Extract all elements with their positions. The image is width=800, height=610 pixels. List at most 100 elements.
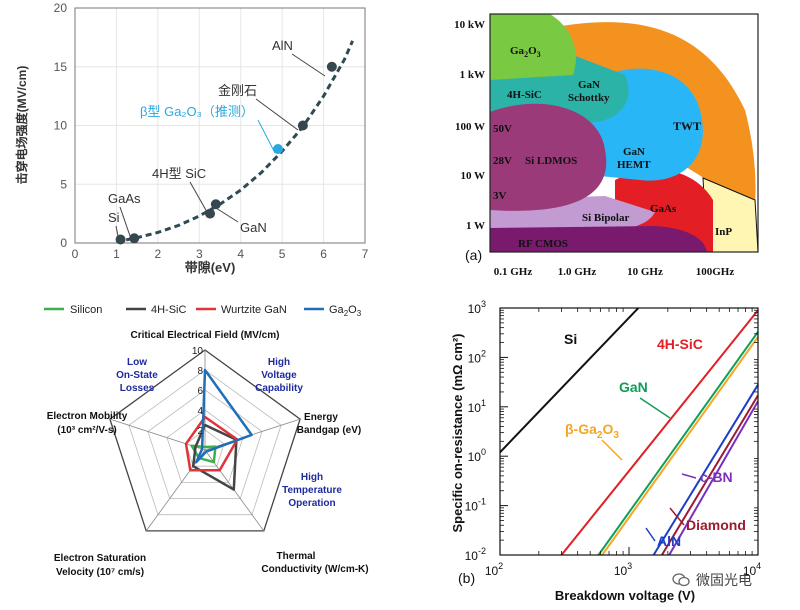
x-label-1ghz: 1.0 GHz: [558, 266, 597, 278]
x-tick-label: 104: [743, 561, 761, 578]
radar-ring: [185, 429, 225, 467]
arrow-aln: [645, 527, 656, 542]
gan-schottky-label-1: GaN: [578, 79, 600, 91]
v28-label: 28V: [493, 155, 512, 167]
panel-label-b: (b): [458, 570, 475, 586]
leader-4h-sic: [189, 181, 208, 213]
axis-label-critical-field: Critical Electrical Field (MV/cm): [131, 330, 280, 341]
power-frequency-map: Ga2O3 4H-SiC GaN Schottky TWT 50V 28V Si…: [455, 0, 800, 290]
x-axis-title: 带隙(eV): [185, 260, 236, 275]
radar-scale-label: 2: [197, 426, 203, 437]
annot-low-losses-3: Losses: [120, 383, 155, 394]
radar-series-2: [184, 415, 239, 472]
axis-label-bandgap-2: Bandgap (eV): [297, 425, 361, 436]
panel-label-a: (a): [465, 247, 482, 263]
label-gaas: GaAs: [108, 191, 141, 206]
data-point: [297, 120, 308, 131]
legend-4h-sic: 4H-SiC: [151, 304, 187, 316]
arrow-cbn: [681, 473, 697, 479]
y-label-10w: 10 W: [460, 170, 485, 182]
x-tick-label: 3: [196, 247, 203, 261]
radar-spoke: [145, 449, 206, 532]
radar-scale-label: 10: [192, 346, 204, 357]
radar-scale-label: 6: [197, 386, 203, 397]
region-rf-cmos: [490, 226, 707, 252]
leader-aln: [291, 53, 326, 77]
radar-legend: Silicon 4H-SiC Wurtzite GaN Ga2O3: [44, 304, 362, 318]
legend-ga2o3: Ga2O3: [329, 304, 362, 318]
annot-high-temp-1: High: [301, 472, 323, 483]
region-ga2o3: [490, 14, 576, 80]
material-radar-chart: Silicon 4H-SiC Wurtzite GaN Ga2O3 2 4 6 8 10…: [0, 290, 410, 610]
label-ga2o3: β型 Ga₂O₃（推测）: [140, 104, 254, 119]
y-label-1kw: 1 kW: [460, 69, 485, 81]
radar-ring: [166, 409, 244, 483]
data-point: [129, 233, 140, 244]
y-label-100w: 100 W: [455, 121, 485, 133]
series-line-4: [652, 384, 759, 556]
wechat-icon: [672, 573, 690, 587]
annot-high-voltage-3: Capability: [255, 383, 303, 394]
label-4h-sic: 4H型 SiC: [152, 166, 206, 181]
y-tick-label: 20: [54, 1, 68, 15]
power-frequency-svg: Ga2O3 4H-SiC GaN Schottky TWT 50V 28V Si…: [455, 13, 759, 278]
radar-series-1: [191, 423, 238, 491]
y-tick-label: 10: [54, 119, 68, 133]
x-tick-label: 5: [279, 247, 286, 261]
curve-label-diamond: Diamond: [686, 517, 746, 533]
x-tick-label: 7: [362, 247, 369, 261]
radar-scale-label: 8: [197, 366, 203, 377]
arrow-diamond: [669, 507, 685, 526]
x-tick-label: 0: [72, 247, 79, 261]
curve-label-aln: AlN: [657, 533, 681, 549]
gan-schottky-label-2: Schottky: [568, 92, 610, 104]
y-tick-label: 10-2: [465, 546, 486, 563]
annot-high-temp-2: Temperature: [282, 485, 342, 496]
legend-gan: Wurtzite GaN: [221, 304, 287, 316]
data-point: [115, 234, 126, 245]
y-tick-label: 100: [468, 447, 486, 464]
y-tick-label: 0: [60, 236, 67, 250]
gan-hemt-label-1: GaN: [623, 146, 645, 158]
series-line-6: [668, 400, 759, 556]
curve-label-gan: GaN: [619, 379, 648, 395]
map-frame: [489, 13, 759, 253]
plot-frame: [74, 7, 366, 244]
data-point: [273, 144, 283, 154]
gan-hemt-label-2: HEMT: [617, 159, 651, 171]
breakdown-field-svg: 0 1 2 3 4 5 6 7 0 5 10 15 20 Si GaAs 4H型 SiC GaN β型 …: [14, 1, 369, 275]
radar-ring: [147, 389, 263, 499]
ron-vs-breakdown-chart: 102 103 104 10-2 10-1 100 101 102 103 Si 4H-SiC …: [440, 298, 800, 610]
data-point: [210, 199, 221, 210]
trend-curve: [116, 40, 354, 244]
y-tick-label: 10-1: [465, 497, 486, 514]
y-tick-label: 103: [468, 299, 486, 316]
series-line-1: [560, 309, 759, 556]
x-label-0.1ghz: 0.1 GHz: [494, 266, 533, 278]
y-tick-label: 101: [468, 398, 486, 415]
radar-series-3: [194, 368, 253, 464]
annot-high-temp-3: Operation: [288, 498, 335, 509]
arrow-ga2o3: [601, 439, 623, 461]
leader-ga2o3: [257, 119, 276, 154]
v3-label: 3V: [493, 190, 507, 202]
watermark: 微固光电: [672, 569, 797, 591]
series-line-0: [499, 307, 640, 453]
y-tick-label: 15: [54, 60, 68, 74]
y-tick-label: 102: [468, 348, 486, 365]
curve-label-4h-sic: 4H-SiC: [657, 336, 703, 352]
arrow-gan: [639, 397, 671, 419]
si-bipolar-label: Si Bipolar: [582, 212, 629, 224]
y-label-10kw: 10 kW: [455, 19, 485, 31]
label-diamond: 金刚石: [218, 83, 257, 98]
region-si-ldmos: [490, 103, 607, 211]
radar-spoke: [109, 418, 206, 451]
x-tick-label: 6: [320, 247, 327, 261]
data-point: [205, 208, 216, 219]
breakdown-field-chart: 0 1 2 3 4 5 6 7 0 5 10 15 20 Si GaAs 4H型 SiC GaN β型 …: [0, 0, 390, 280]
axis-label-thermal-2: Conductivity (W/cm-K): [261, 564, 368, 575]
data-point: [326, 61, 337, 72]
ldmos-label: Si LDMOS: [525, 155, 577, 167]
radar-series-0: [190, 444, 217, 464]
material-radar-svg: Silicon 4H-SiC Wurtzite GaN Ga2O3 2 4 6 8 10…: [44, 304, 369, 578]
